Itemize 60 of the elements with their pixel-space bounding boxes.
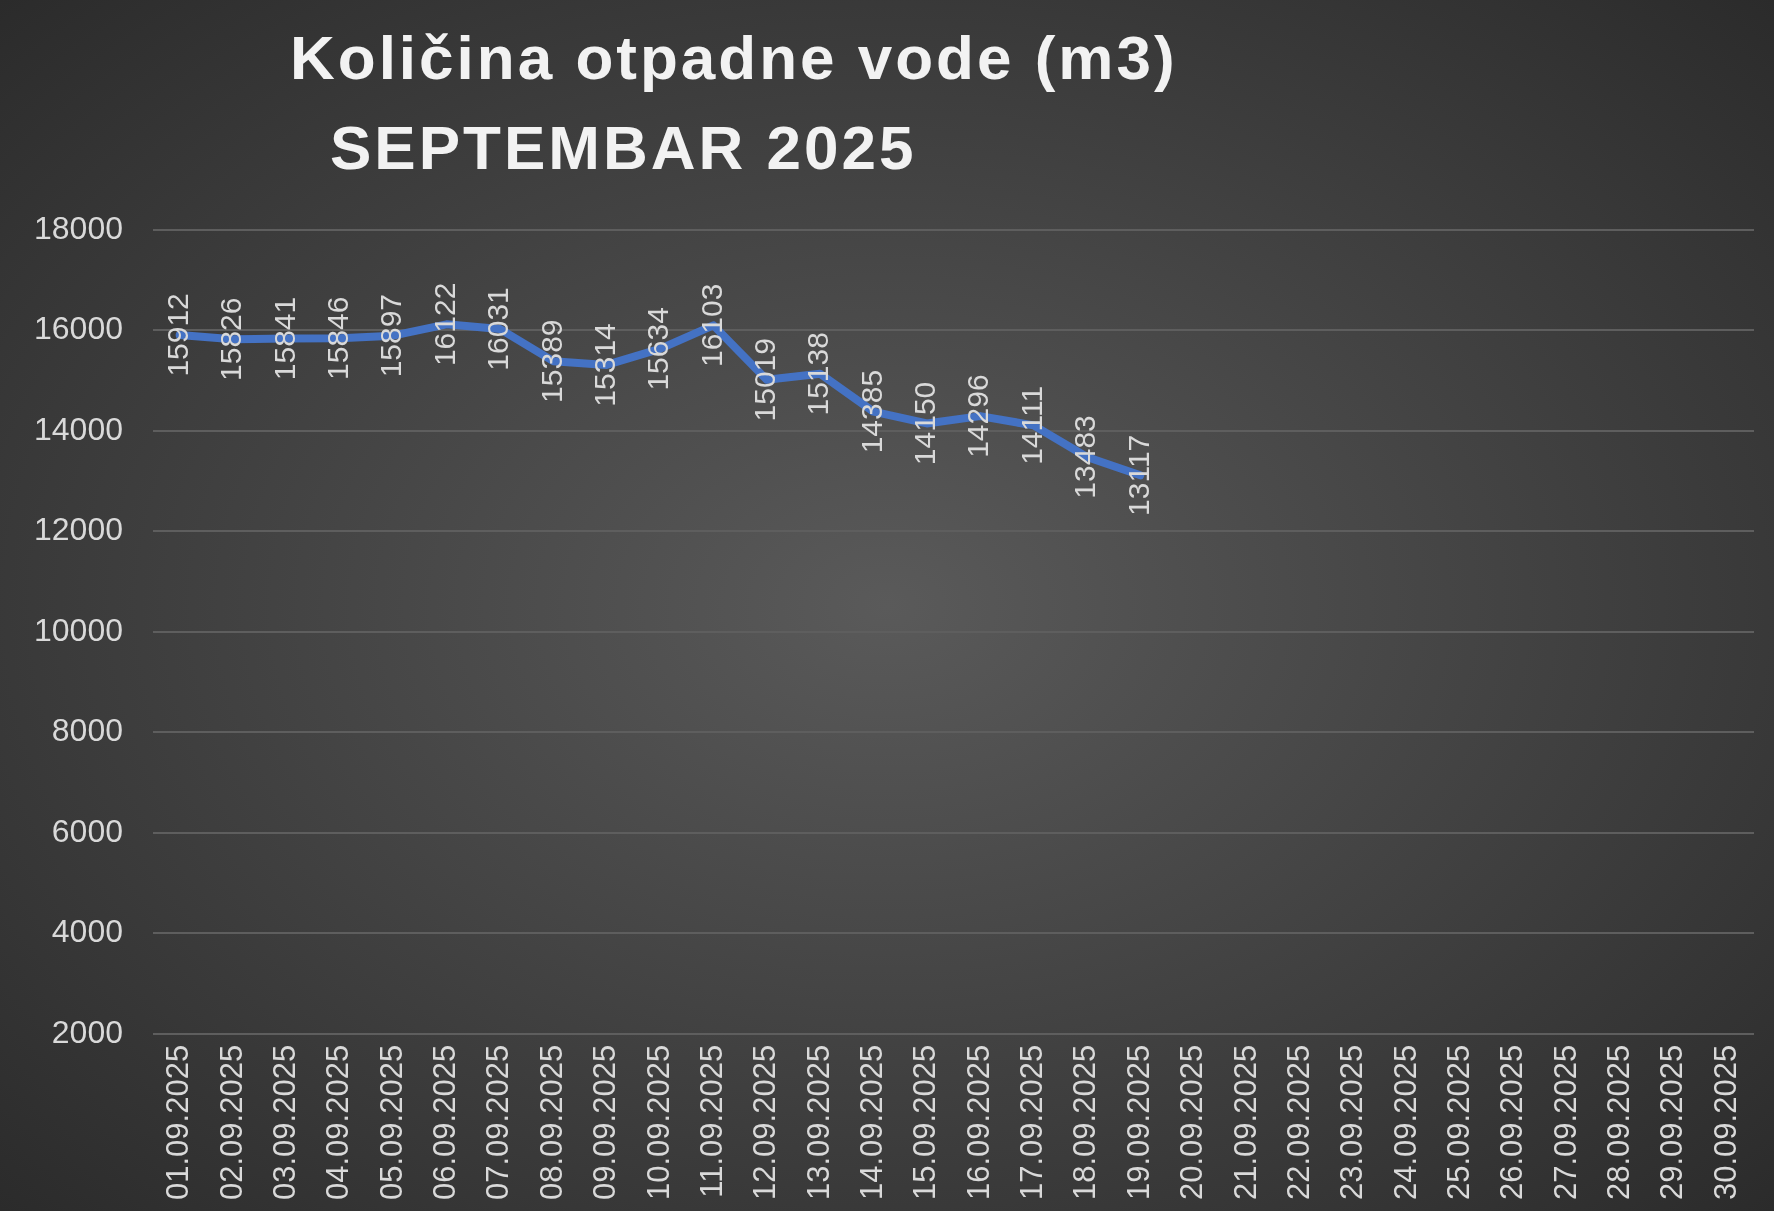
data-label: 15826 xyxy=(214,297,248,381)
data-label: 14296 xyxy=(961,374,995,458)
x-tick-label: 21.09.2025 xyxy=(1227,1044,1263,1200)
y-tick-label: 4000 xyxy=(51,913,123,950)
x-tick-label: 22.09.2025 xyxy=(1280,1044,1316,1200)
chart-subtitle: SEPTEMBAR 2025 xyxy=(330,112,917,183)
x-tick-label: 24.09.2025 xyxy=(1387,1044,1423,1200)
data-label: 16122 xyxy=(427,282,461,367)
x-tick-label: 10.09.2025 xyxy=(640,1044,676,1200)
x-tick-label: 06.09.2025 xyxy=(427,1044,463,1200)
x-tick-label: 23.09.2025 xyxy=(1334,1044,1370,1200)
x-tick-label: 09.09.2025 xyxy=(587,1044,623,1200)
data-label: 16031 xyxy=(481,287,515,371)
data-label: 13117 xyxy=(1121,434,1155,516)
y-tick-label: 14000 xyxy=(34,410,123,447)
data-label: 15634 xyxy=(641,307,675,391)
x-tick-label: 13.09.2025 xyxy=(800,1044,836,1200)
data-label: 15314 xyxy=(587,323,621,407)
x-tick-label: 19.09.2025 xyxy=(1120,1044,1156,1200)
chart-title: Količina otpadne vode (m3) xyxy=(290,22,1178,93)
y-tick-label: 18000 xyxy=(34,209,123,246)
y-tick-label: 12000 xyxy=(34,511,123,548)
x-tick-label: 17.09.2025 xyxy=(1014,1044,1050,1200)
y-tick-label: 8000 xyxy=(51,712,123,749)
data-label: 14385 xyxy=(854,369,888,454)
x-tick-label: 28.09.2025 xyxy=(1601,1044,1637,1200)
x-tick-label: 25.09.2025 xyxy=(1441,1044,1477,1200)
x-tick-label: 01.09.2025 xyxy=(160,1044,196,1200)
x-tick-label: 18.09.2025 xyxy=(1067,1044,1103,1200)
y-tick-label: 10000 xyxy=(34,611,123,648)
data-label: 14111 xyxy=(1014,385,1048,465)
x-tick-label: 02.09.2025 xyxy=(213,1044,249,1200)
y-tick-label: 16000 xyxy=(34,310,123,347)
data-label: 15138 xyxy=(801,332,835,416)
y-tick-label: 6000 xyxy=(51,812,123,849)
x-tick-label: 04.09.2025 xyxy=(320,1044,356,1200)
x-tick-label: 26.09.2025 xyxy=(1494,1044,1530,1200)
x-tick-label: 07.09.2025 xyxy=(480,1044,516,1200)
data-label: 14150 xyxy=(908,381,942,466)
data-label: 15841 xyxy=(267,296,301,381)
x-tick-label: 15.09.2025 xyxy=(907,1044,943,1200)
x-tick-label: 08.09.2025 xyxy=(533,1044,569,1200)
data-label: 16103 xyxy=(694,283,728,368)
x-tick-label: 29.09.2025 xyxy=(1654,1044,1690,1200)
data-label: 15897 xyxy=(374,293,408,378)
data-label: 15389 xyxy=(534,319,568,403)
x-tick-label: 27.09.2025 xyxy=(1547,1044,1583,1200)
x-tick-label: 03.09.2025 xyxy=(266,1044,302,1200)
x-tick-label: 05.09.2025 xyxy=(373,1044,409,1200)
x-tick-label: 11.09.2025 xyxy=(693,1044,729,1198)
x-tick-label: 12.09.2025 xyxy=(747,1044,783,1200)
data-label: 15019 xyxy=(747,338,781,422)
x-tick-label: 16.09.2025 xyxy=(960,1044,996,1200)
x-tick-label: 20.09.2025 xyxy=(1174,1044,1210,1200)
x-tick-label: 14.09.2025 xyxy=(853,1044,889,1200)
x-tick-label: 30.09.2025 xyxy=(1707,1044,1743,1200)
y-tick-label: 2000 xyxy=(51,1013,123,1050)
data-label: 15846 xyxy=(321,296,355,380)
data-label: 15912 xyxy=(160,293,194,377)
data-label: 13483 xyxy=(1068,415,1102,499)
